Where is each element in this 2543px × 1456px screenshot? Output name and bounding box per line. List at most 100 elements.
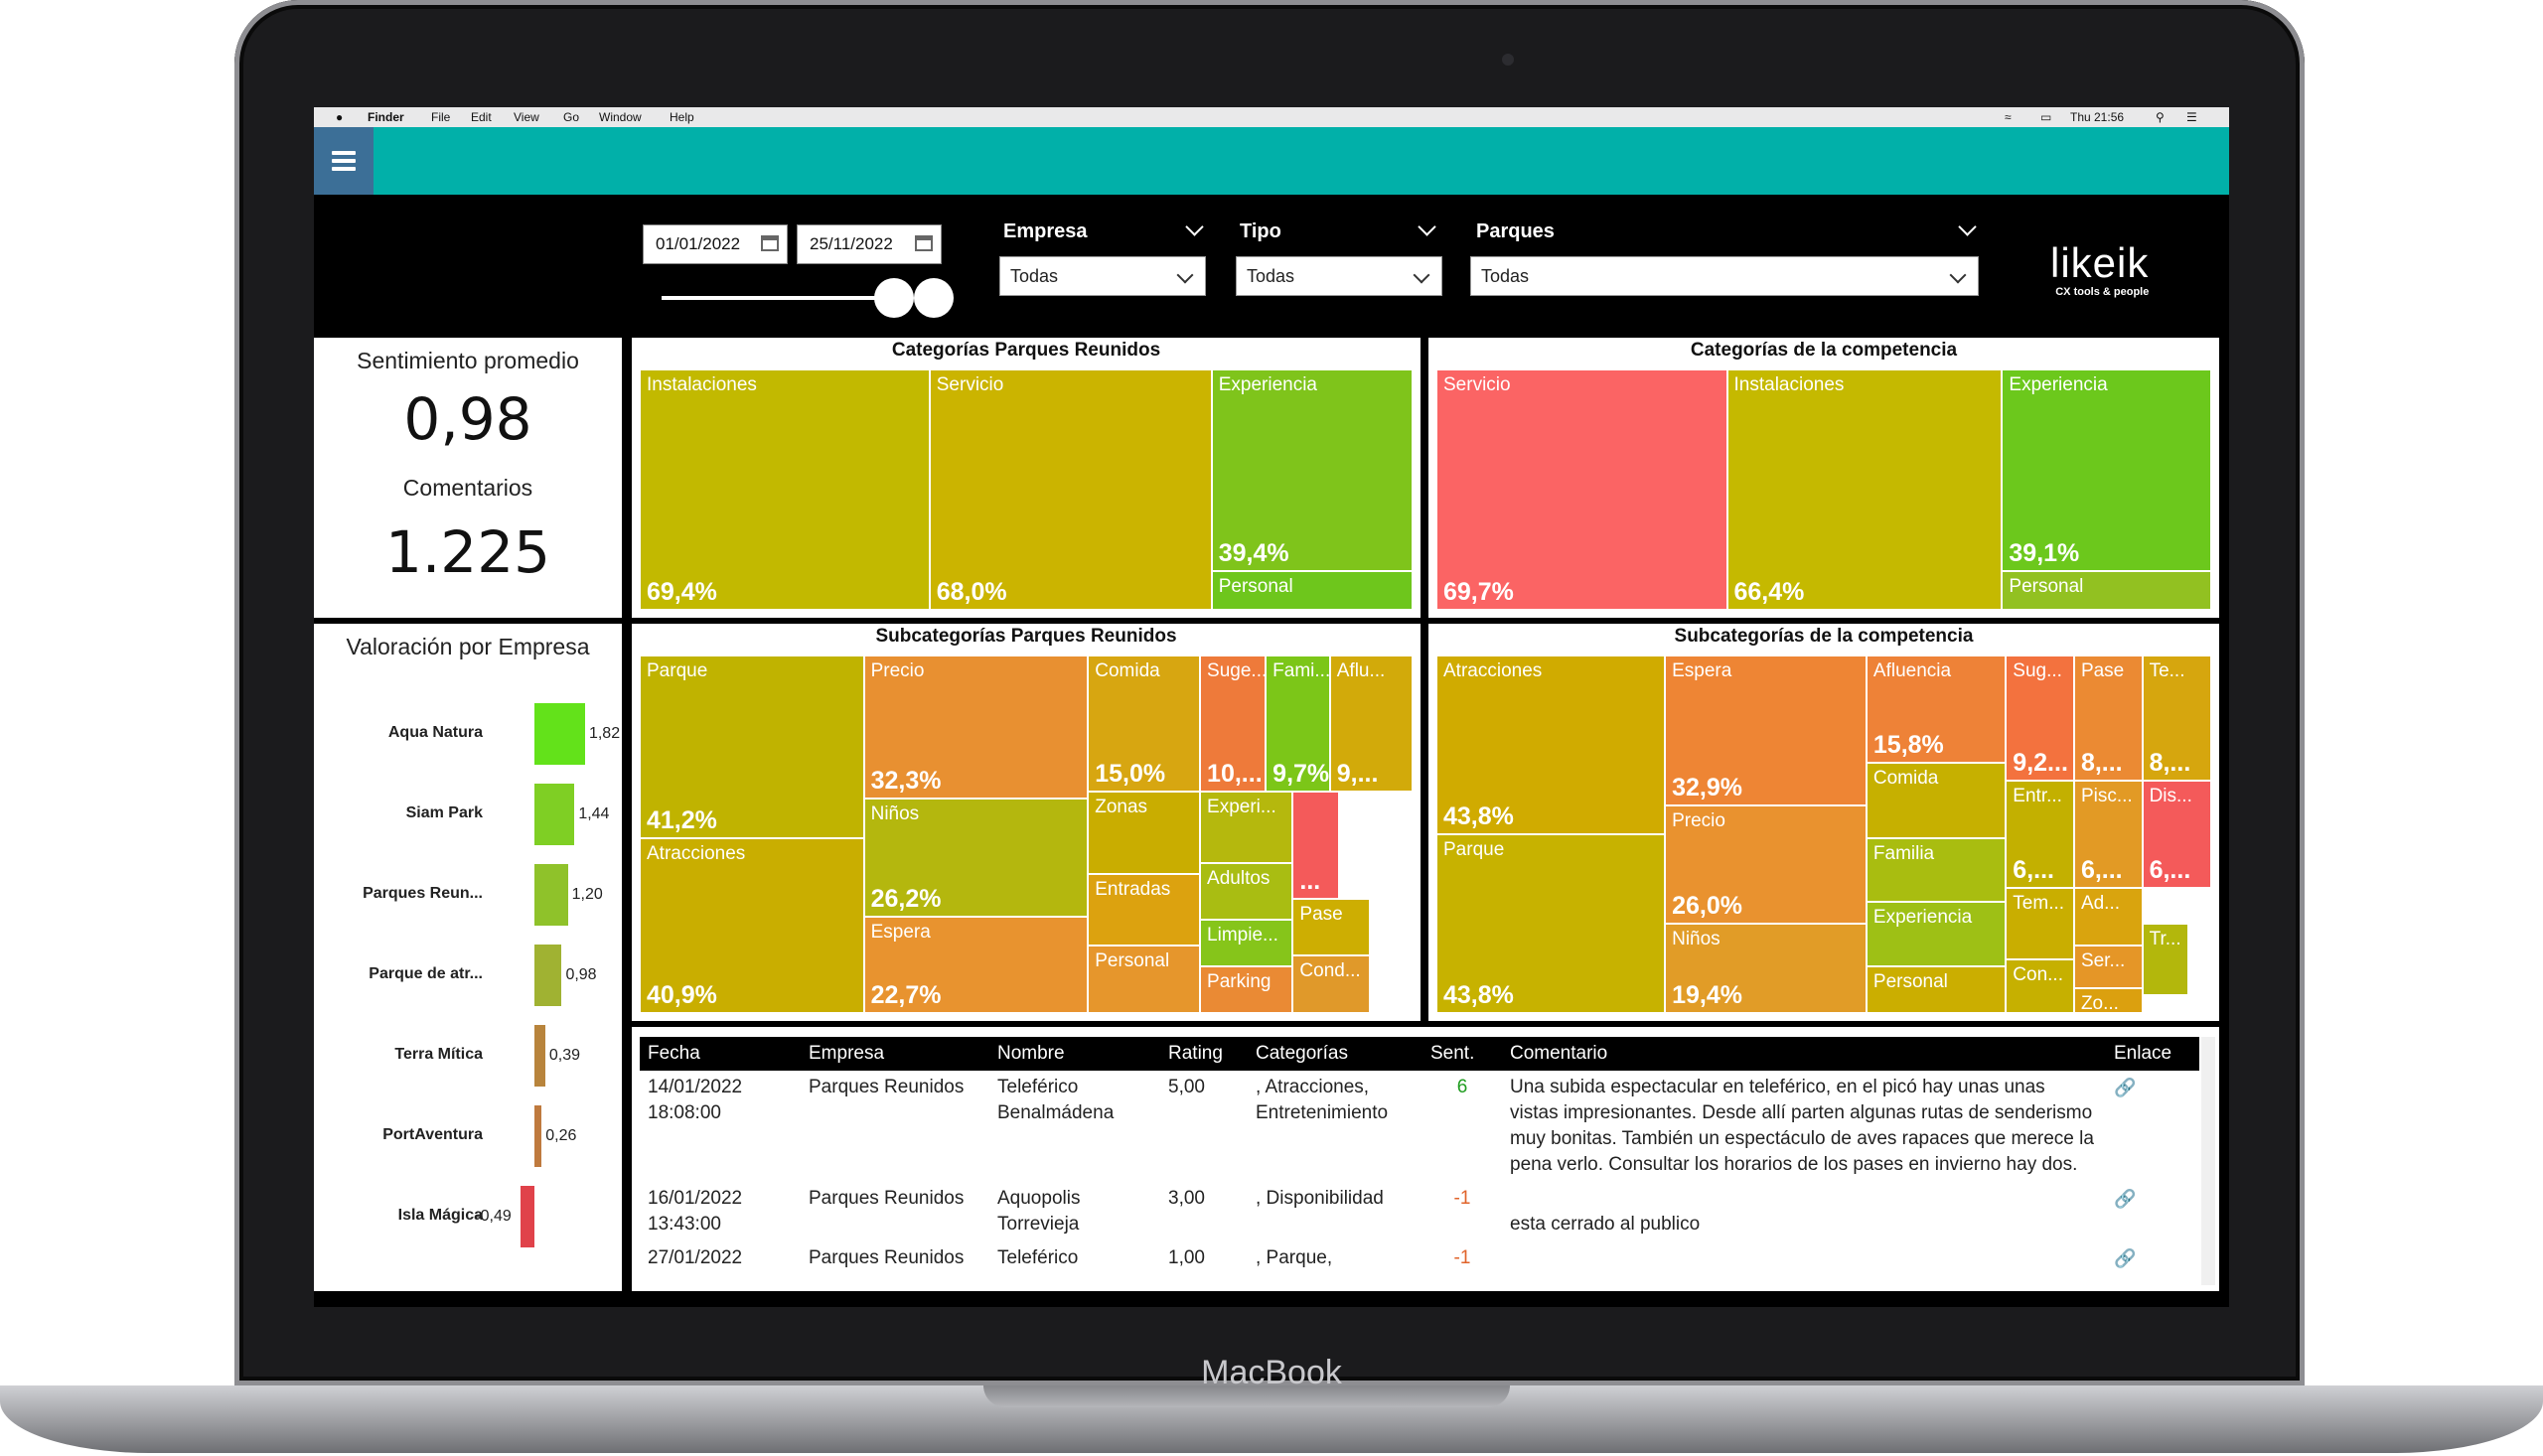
treemap-tile[interactable]: Cond... xyxy=(1292,955,1371,1013)
treemap-tile[interactable]: Comida 15,0% xyxy=(1088,655,1201,792)
airplay-icon[interactable]: ▭ xyxy=(2040,110,2052,124)
date-range-slider[interactable] xyxy=(662,296,900,300)
valoracion-bar[interactable] xyxy=(534,864,568,926)
treemap-tile[interactable]: Atracciones 43,8% xyxy=(1436,655,1666,834)
treemap-tile[interactable]: Personal xyxy=(1088,945,1201,1013)
treemap-tile[interactable]: Zonas xyxy=(1088,791,1201,874)
valoracion-bar[interactable] xyxy=(534,1025,545,1087)
treemap-tile[interactable]: Con... xyxy=(2006,959,2074,1013)
filter-parques-label: Parques xyxy=(1476,220,1555,242)
treemap-tile[interactable]: Experi... xyxy=(1200,791,1293,863)
treemap-tile[interactable]: Aflu... 9,... xyxy=(1329,655,1413,792)
treemap-tile[interactable]: Adultos xyxy=(1200,862,1293,921)
treemap-tile[interactable]: Niños 19,4% xyxy=(1665,924,1867,1013)
treemap-tile[interactable]: Te... 8,... xyxy=(2142,655,2211,781)
cell-sent: 6 xyxy=(1456,1077,1468,1097)
valoracion-bar[interactable] xyxy=(534,1105,542,1167)
valoracion-bar[interactable] xyxy=(534,703,585,765)
treemap-tile[interactable]: Instalaciones 66,4% xyxy=(1726,369,2003,610)
date-from-input[interactable]: 01/01/2022 xyxy=(643,224,788,264)
treemap-tile[interactable]: Atracciones 40,9% xyxy=(640,837,864,1013)
menu-app[interactable]: Finder xyxy=(368,110,404,124)
treemap-tile[interactable]: Pisc... 6,... xyxy=(2073,781,2143,888)
treemap-tile[interactable]: Personal xyxy=(2002,571,2211,610)
treemap-tile[interactable]: Sug... 9,2... xyxy=(2006,655,2074,781)
valoracion-bar[interactable] xyxy=(534,945,562,1006)
valoracion-bar[interactable] xyxy=(521,1186,534,1247)
chevron-down-icon[interactable] xyxy=(1418,218,1436,236)
slider-handle-start[interactable] xyxy=(874,278,914,318)
treemap-tile[interactable]: Servicio 69,7% xyxy=(1436,369,1727,610)
treemap-tile[interactable]: Experiencia 39,4% xyxy=(1211,369,1413,572)
menu-clock[interactable]: Thu 21:56 xyxy=(2070,110,2125,124)
apple-icon[interactable]: ● xyxy=(336,110,344,124)
slider-handle-end[interactable] xyxy=(914,278,954,318)
treemap-tile[interactable]: Espera 32,9% xyxy=(1665,655,1867,806)
treemap-tile[interactable]: Zo... xyxy=(2073,987,2143,1013)
treemap-tile[interactable]: Ad... xyxy=(2073,888,2143,946)
link-icon[interactable]: 🔗 xyxy=(2114,1189,2137,1209)
treemap-tile[interactable]: Ser... xyxy=(2073,945,2143,988)
date-to-input[interactable]: 25/11/2022 xyxy=(797,224,942,264)
treemap-tile[interactable]: Parque 41,2% xyxy=(640,655,864,838)
treemap-tile[interactable]: Fami... 9,7% xyxy=(1266,655,1330,792)
notification-center-icon[interactable]: ☰ xyxy=(2186,110,2197,124)
column-header-empresa[interactable]: Empresa xyxy=(801,1037,989,1071)
column-header-sent[interactable]: Sent. xyxy=(1422,1037,1502,1071)
link-icon[interactable]: 🔗 xyxy=(2114,1248,2137,1268)
treemap-tile[interactable]: Limpie... xyxy=(1200,920,1293,967)
table-row: 16/01/2022 13:43:00 Parques Reunidos Aqu… xyxy=(640,1182,2199,1241)
column-header-nombre[interactable]: Nombre xyxy=(989,1037,1160,1071)
menu-window[interactable]: Window xyxy=(599,110,642,124)
treemap-tile[interactable]: Tem... xyxy=(2006,888,2074,959)
valoracion-bar[interactable] xyxy=(534,784,575,845)
column-header-fecha[interactable]: Fecha xyxy=(640,1037,801,1071)
treemap-tile-value: 8,... xyxy=(2080,749,2123,777)
empresa-select[interactable]: Todas xyxy=(999,256,1206,296)
treemap-tile[interactable]: Entr... 6,... xyxy=(2006,781,2074,888)
treemap-tile[interactable]: Servicio 68,0% xyxy=(929,369,1212,610)
treemap-tile[interactable]: Precio 26,0% xyxy=(1665,805,1867,924)
menu-go[interactable]: Go xyxy=(563,110,580,124)
calendar-icon[interactable] xyxy=(915,235,933,251)
treemap-tile-label: Pisc... xyxy=(2080,786,2133,806)
treemap-tile[interactable]: Familia xyxy=(1866,837,2007,903)
table-scrollbar[interactable] xyxy=(2201,1037,2215,1285)
column-header-enlace[interactable]: Enlace xyxy=(2106,1037,2199,1071)
treemap-tile[interactable]: Precio 32,3% xyxy=(863,655,1089,799)
treemap-tile[interactable]: Entradas xyxy=(1088,873,1201,946)
treemap-tile[interactable]: Personal xyxy=(1866,966,2007,1013)
treemap-tile[interactable]: Afluencia 15,8% xyxy=(1866,655,2007,763)
menu-view[interactable]: View xyxy=(514,110,539,124)
spotlight-icon[interactable]: ⚲ xyxy=(2156,110,2165,124)
wifi-icon[interactable]: ≈ xyxy=(2005,110,2012,124)
menu-help[interactable]: Help xyxy=(670,110,694,124)
treemap-tile[interactable]: Pase xyxy=(1292,898,1371,956)
link-icon[interactable]: 🔗 xyxy=(2114,1078,2137,1097)
menu-file[interactable]: File xyxy=(431,110,451,124)
treemap-tile[interactable]: Comida xyxy=(1866,763,2007,838)
treemap-tile[interactable]: Instalaciones 69,4% xyxy=(640,369,930,610)
column-header-categorias[interactable]: Categorías xyxy=(1248,1037,1422,1071)
treemap-tile[interactable]: Personal xyxy=(1211,571,1413,610)
menu-edit[interactable]: Edit xyxy=(471,110,492,124)
treemap-tile[interactable]: Espera 22,7% xyxy=(863,916,1089,1013)
treemap-tile[interactable]: Niños 26,2% xyxy=(863,799,1089,917)
treemap-tile[interactable]: Suge... 10,... xyxy=(1200,655,1267,792)
treemap-tile[interactable]: Parking xyxy=(1200,966,1293,1013)
chevron-down-icon[interactable] xyxy=(1958,218,1977,236)
treemap-tile[interactable]: Dis... 6,... xyxy=(2142,781,2211,888)
tipo-select[interactable]: Todas xyxy=(1236,256,1442,296)
column-header-rating[interactable]: Rating xyxy=(1160,1037,1248,1071)
treemap-tile[interactable]: Parque 43,8% xyxy=(1436,834,1666,1013)
treemap-tile[interactable]: Tr... xyxy=(2142,924,2189,995)
hamburger-menu-button[interactable] xyxy=(314,127,374,195)
parques-select[interactable]: Todas xyxy=(1470,256,1979,296)
calendar-icon[interactable] xyxy=(761,235,779,251)
column-header-comentario[interactable]: Comentario xyxy=(1502,1037,2106,1071)
treemap-tile[interactable]: Pase 8,... xyxy=(2073,655,2143,781)
treemap-tile[interactable]: Experiencia 39,1% xyxy=(2002,369,2211,572)
treemap-tile[interactable]: Experiencia xyxy=(1866,902,2007,967)
chevron-down-icon[interactable] xyxy=(1185,218,1204,236)
treemap-tile[interactable]: ... xyxy=(1292,791,1340,899)
